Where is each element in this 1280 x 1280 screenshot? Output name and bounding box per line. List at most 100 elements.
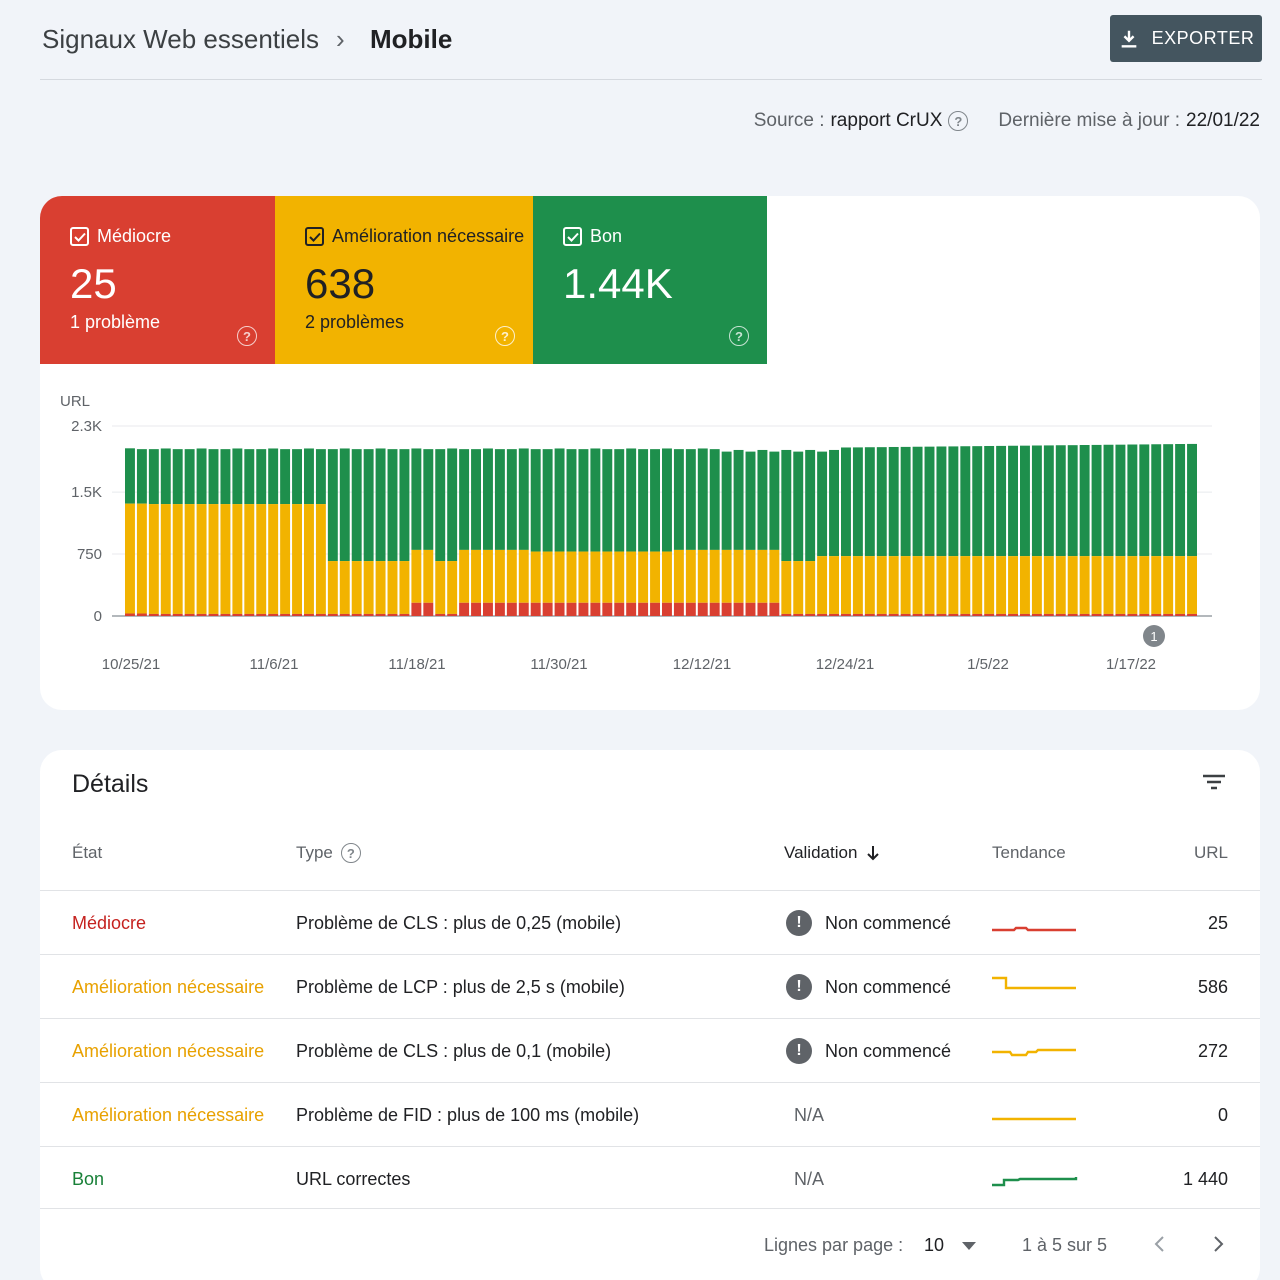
tile-good-value: 1.44K <box>563 260 673 307</box>
rows-per-page-select[interactable]: 10 <box>924 1235 977 1256</box>
bar-needs-improvement <box>996 556 1007 614</box>
bar-good <box>960 446 971 557</box>
bar-needs-improvement <box>590 551 601 603</box>
breadcrumb-parent[interactable]: Signaux Web essentiels <box>42 24 320 54</box>
bar-needs-improvement <box>459 549 470 603</box>
bar-needs-improvement <box>614 551 625 603</box>
pagination-range: 1 à 5 sur 5 <box>1022 1235 1108 1255</box>
filter-icon[interactable] <box>1200 770 1228 794</box>
bar-poor <box>793 613 804 616</box>
bar-poor <box>459 602 470 616</box>
bar-poor <box>208 613 219 616</box>
tile-ni-sub: 2 problèmes <box>305 312 405 332</box>
checkbox-checked-icon[interactable] <box>305 227 324 246</box>
bar-good <box>829 449 839 557</box>
checkbox-checked-icon[interactable] <box>70 227 89 246</box>
tile-needs-improvement[interactable]: Amélioration nécessaire 638 2 problèmes … <box>275 196 533 364</box>
bar-good <box>1008 445 1018 557</box>
bar-needs-improvement <box>745 549 756 603</box>
row-state: Amélioration nécessaire <box>72 1040 265 1061</box>
bar-good <box>876 447 887 557</box>
help-icon[interactable]: ? <box>237 326 257 346</box>
table-row[interactable]: Amélioration nécessaire Problème de LCP :… <box>40 954 1260 1018</box>
row-validation: ! Non commencé <box>786 891 951 955</box>
help-icon[interactable]: ? <box>948 111 969 131</box>
row-type: URL correctes <box>296 1168 411 1189</box>
x-tick-label: 12/24/21 <box>816 656 874 673</box>
tile-poor[interactable]: Médiocre 25 1 problème ? <box>40 196 275 364</box>
bar-good <box>841 447 851 557</box>
bar-good <box>280 449 291 505</box>
download-icon <box>1121 30 1136 48</box>
table-row[interactable]: Bon URL correctes N/A 1 440 <box>40 1146 1260 1210</box>
bar-good <box>662 448 672 552</box>
bar-needs-improvement <box>399 561 410 614</box>
help-icon[interactable]: ? <box>340 843 361 863</box>
tile-ni-value: 638 <box>305 260 376 307</box>
bar-poor <box>996 613 1007 616</box>
bar-needs-improvement <box>315 504 326 614</box>
bar-poor <box>1115 613 1126 616</box>
bar-needs-improvement <box>662 551 672 603</box>
table-row[interactable]: Amélioration nécessaire Problème de CLS :… <box>40 1018 1260 1082</box>
tile-good[interactable]: Bon 1.44K ? <box>533 196 767 364</box>
bar-poor <box>936 613 947 616</box>
bar-good <box>602 449 613 552</box>
bar-good <box>256 449 267 505</box>
bar-needs-improvement <box>483 549 493 603</box>
breadcrumb-separator: › <box>336 24 345 54</box>
checkbox-checked-icon[interactable] <box>563 227 582 246</box>
bar-poor <box>1163 613 1174 616</box>
bar-poor <box>256 613 267 616</box>
bar-good <box>125 448 135 504</box>
bar-good <box>136 449 147 504</box>
bar-needs-improvement <box>1139 556 1150 614</box>
bar-good <box>864 447 875 557</box>
bar-good <box>423 449 434 550</box>
help-icon[interactable]: ? <box>495 326 515 346</box>
bar-poor <box>411 602 422 616</box>
bar-good <box>172 449 183 505</box>
bar-needs-improvement <box>447 561 458 614</box>
bar-needs-improvement <box>817 556 828 614</box>
bar-poor <box>912 613 923 616</box>
bar-poor <box>1055 613 1066 616</box>
export-button[interactable]: EXPORTER <box>1110 15 1262 62</box>
bar-needs-improvement <box>841 556 851 614</box>
bar-good <box>232 448 243 505</box>
bar-poor <box>292 613 302 616</box>
bar-needs-improvement <box>375 561 386 614</box>
bar-good <box>685 449 696 550</box>
bar-good <box>900 446 911 557</box>
table-row[interactable]: Médiocre Problème de CLS : plus de 0,25 (… <box>40 890 1260 954</box>
bar-needs-improvement <box>232 504 243 614</box>
bar-poor <box>1103 613 1114 616</box>
bar-poor <box>554 602 565 616</box>
bar-good <box>1079 445 1090 557</box>
y-tick-label: 1.5K <box>71 484 102 501</box>
bar-good <box>1055 445 1066 557</box>
bar-poor <box>864 613 875 616</box>
bar-poor <box>1043 613 1054 616</box>
trend-sparkline <box>992 891 1078 955</box>
details-title: Détails <box>72 770 149 798</box>
bar-good <box>447 448 458 562</box>
column-header-validation[interactable]: Validation <box>784 843 881 863</box>
bar-needs-improvement <box>304 504 314 614</box>
bar-needs-improvement <box>542 551 553 603</box>
bar-poor <box>876 613 887 616</box>
chevron-left-icon[interactable] <box>1150 1234 1170 1254</box>
source-info: Source : rapport CrUX ? Dernière mise à … <box>754 110 1260 132</box>
bar-needs-improvement <box>1020 556 1030 614</box>
bar-needs-improvement <box>650 551 660 603</box>
bar-needs-improvement <box>900 556 911 614</box>
bar-good <box>948 446 959 557</box>
bar-needs-improvement <box>1163 556 1174 614</box>
bar-good <box>327 449 338 562</box>
bar-good <box>387 449 398 562</box>
bar-poor <box>196 613 207 616</box>
help-icon[interactable]: ? <box>729 326 749 346</box>
table-row[interactable]: Amélioration nécessaire Problème de FID :… <box>40 1082 1260 1146</box>
chevron-right-icon[interactable] <box>1208 1234 1228 1254</box>
column-header-trend: Tendance <box>992 843 1066 862</box>
